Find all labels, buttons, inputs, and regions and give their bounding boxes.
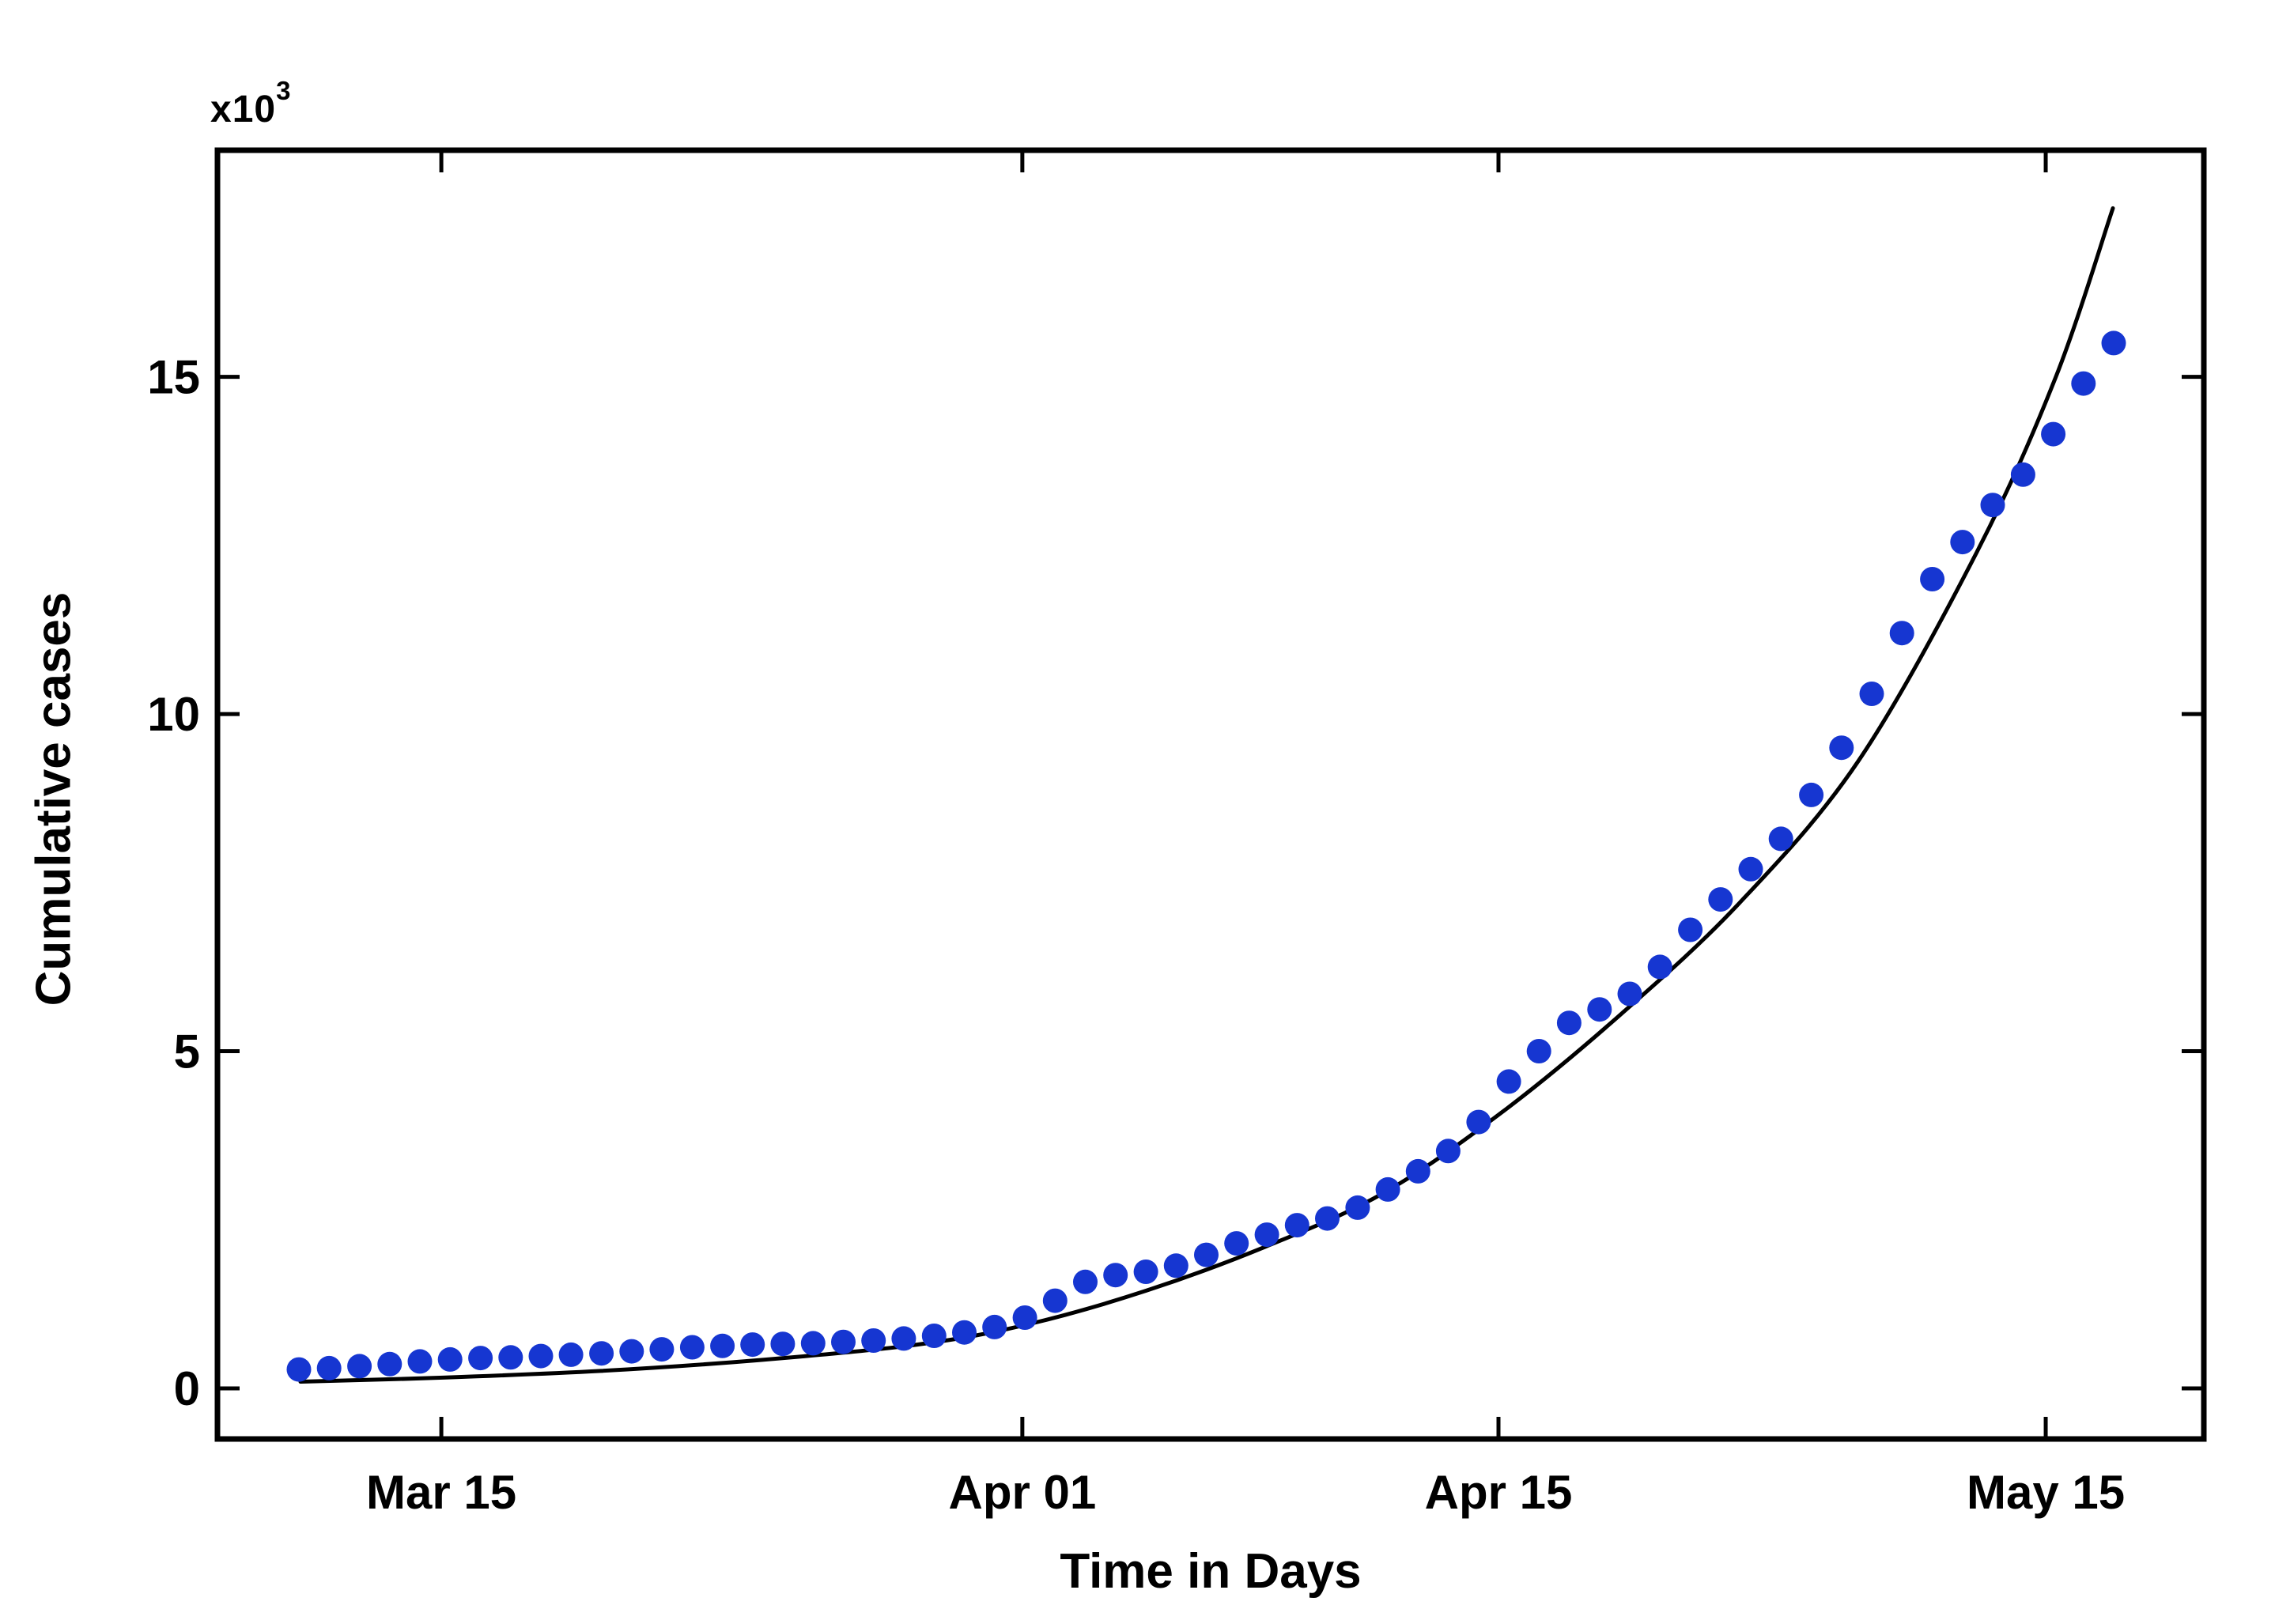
data-point — [528, 1343, 554, 1369]
data-point — [2010, 462, 2035, 487]
data-point — [952, 1320, 977, 1345]
data-point — [1859, 682, 1884, 706]
data-point — [1556, 1010, 1582, 1036]
data-point — [921, 1324, 947, 1348]
x-tick-label: May 15 — [1967, 1466, 2125, 1519]
data-point — [347, 1354, 372, 1379]
data-point — [1678, 917, 1703, 942]
data-point — [710, 1333, 735, 1358]
data-point — [1708, 887, 1733, 912]
data-point — [679, 1335, 705, 1360]
data-point — [437, 1346, 463, 1372]
data-point — [1799, 782, 1824, 807]
data-point — [831, 1329, 856, 1354]
data-point — [286, 1357, 312, 1382]
data-point — [589, 1341, 614, 1366]
y-axis-offset-base: x10 — [210, 89, 277, 130]
y-tick-label: 10 — [147, 688, 200, 741]
data-point — [1950, 530, 1975, 555]
y-tick-label: 5 — [174, 1025, 200, 1078]
data-point — [1920, 567, 1945, 591]
data-point — [1042, 1288, 1068, 1313]
data-point — [770, 1331, 795, 1357]
data-point — [891, 1326, 916, 1351]
data-point — [498, 1345, 523, 1370]
x-axis-title: Time in Days — [1060, 1544, 1362, 1599]
data-point — [1768, 826, 1793, 852]
data-point — [1829, 735, 1854, 761]
y-axis-title: Cumulative cases — [26, 591, 81, 1007]
data-point — [1647, 954, 1672, 980]
data-point — [2071, 371, 2096, 396]
data-point — [1496, 1069, 1521, 1094]
data-point — [1163, 1253, 1189, 1278]
data-point — [1194, 1242, 1219, 1267]
data-point — [1466, 1109, 1491, 1135]
data-point — [407, 1349, 433, 1374]
data-point — [1526, 1039, 1551, 1063]
data-point — [1254, 1222, 1279, 1248]
data-point — [1133, 1260, 1158, 1284]
data-point — [316, 1355, 342, 1380]
data-point — [1103, 1263, 1128, 1288]
data-point — [2041, 421, 2066, 447]
data-point — [800, 1331, 826, 1356]
y-tick-label: 0 — [174, 1362, 200, 1415]
data-point — [1345, 1195, 1370, 1220]
y-tick-label: 15 — [147, 351, 200, 404]
plot-frame — [214, 147, 2207, 1442]
y-axis-offset-exponent: 3 — [276, 76, 292, 105]
data-point — [1284, 1213, 1309, 1238]
data-point — [1435, 1139, 1461, 1164]
x-tick-label: Mar 15 — [366, 1466, 516, 1519]
data-point — [1012, 1305, 1037, 1330]
data-point — [1617, 981, 1642, 1007]
data-point — [1315, 1206, 1340, 1231]
data-point — [558, 1342, 584, 1367]
data-point — [1587, 997, 1612, 1022]
y-axis-offset-label: x103 — [210, 76, 291, 131]
x-tick-label: Apr 15 — [1425, 1466, 1573, 1519]
data-point — [468, 1346, 493, 1371]
data-point — [1224, 1231, 1249, 1256]
data-point — [619, 1339, 644, 1364]
data-point — [1889, 621, 1914, 646]
data-point — [377, 1351, 402, 1377]
data-point — [740, 1332, 765, 1358]
data-point — [1073, 1269, 1098, 1294]
data-point — [1980, 493, 2005, 518]
data-point — [1738, 856, 1763, 882]
x-tick-label: Apr 01 — [948, 1466, 1096, 1519]
fit-line — [298, 206, 2115, 1384]
data-point — [2101, 330, 2126, 356]
data-point — [982, 1314, 1007, 1339]
data-point — [861, 1328, 886, 1353]
data-point — [1405, 1158, 1430, 1184]
data-point — [1375, 1176, 1400, 1202]
data-point — [649, 1337, 675, 1362]
